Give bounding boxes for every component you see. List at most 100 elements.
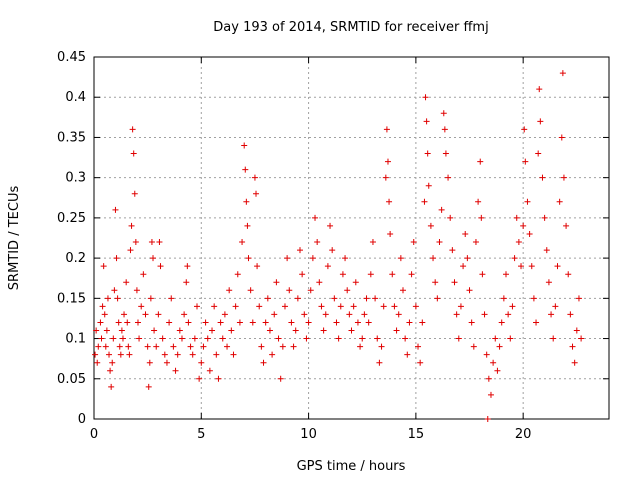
data-point (421, 198, 428, 205)
data-point (117, 351, 124, 358)
data-point (224, 343, 231, 350)
data-point (150, 255, 157, 262)
data-point (100, 263, 107, 270)
data-point (104, 295, 111, 302)
data-point (132, 239, 139, 246)
y-tick-label: 0.25 (57, 211, 86, 226)
data-point (365, 319, 372, 326)
data-point (209, 327, 216, 334)
plot-frame (93, 56, 610, 420)
data-point (172, 367, 179, 374)
data-point (545, 279, 552, 286)
data-point (329, 247, 336, 254)
data-point (305, 319, 312, 326)
data-point (543, 247, 550, 254)
data-point (232, 303, 239, 310)
data-point (378, 343, 385, 350)
data-point (541, 214, 548, 221)
data-point (339, 271, 346, 278)
data-point (481, 311, 488, 318)
data-point (299, 271, 306, 278)
data-point (331, 295, 338, 302)
data-point (511, 255, 518, 262)
data-point (247, 287, 254, 294)
data-point (187, 343, 194, 350)
data-point (92, 351, 99, 358)
data-point (273, 279, 280, 286)
data-point (369, 239, 376, 246)
data-point (262, 319, 269, 326)
data-point (477, 158, 484, 165)
data-point (374, 335, 381, 342)
data-point (297, 247, 303, 254)
y-tick-label: 0 (78, 412, 86, 427)
data-point (206, 367, 213, 374)
data-point (397, 255, 404, 262)
data-point (383, 126, 390, 133)
data-point (573, 327, 580, 334)
data-point (346, 311, 353, 318)
data-point (217, 319, 224, 326)
data-point (281, 303, 288, 310)
data-point (569, 343, 576, 350)
data-point (447, 214, 454, 221)
data-point (505, 311, 512, 318)
data-point (312, 214, 319, 221)
data-point (559, 70, 566, 77)
data-point (234, 271, 241, 278)
data-point (275, 335, 282, 342)
data-point (213, 351, 220, 358)
data-point (215, 375, 222, 382)
data-point (155, 311, 162, 318)
data-point (228, 327, 235, 334)
x-tick-label: 0 (90, 427, 98, 442)
y-tick-label: 0.4 (65, 90, 86, 105)
data-point (277, 375, 284, 382)
data-point (264, 295, 271, 302)
data-point (230, 351, 237, 358)
x-axis-label: GPS time / hours (297, 459, 406, 474)
data-point (408, 271, 415, 278)
data-point (114, 295, 121, 302)
data-point (367, 271, 374, 278)
data-point (109, 359, 116, 366)
data-point (243, 198, 250, 205)
data-point (354, 319, 361, 326)
data-point (415, 343, 422, 350)
data-point (146, 359, 153, 366)
data-point (462, 230, 469, 237)
data-point (404, 351, 411, 358)
grid (94, 57, 609, 419)
data-point (301, 311, 308, 318)
data-point (434, 295, 441, 302)
data-point (163, 359, 170, 366)
data-point (417, 359, 424, 366)
data-point (372, 295, 379, 302)
data-point (441, 126, 448, 133)
data-point (382, 174, 389, 181)
data-point (151, 327, 158, 334)
data-point (503, 271, 509, 278)
data-point (121, 311, 128, 318)
data-point (103, 327, 110, 334)
data-point (389, 271, 396, 278)
data-point (352, 279, 359, 286)
data-point (128, 222, 135, 229)
data-point (578, 335, 585, 342)
data-point (106, 351, 113, 358)
data-point (423, 118, 430, 125)
data-point (468, 319, 475, 326)
data-point (530, 295, 537, 302)
data-points (92, 70, 585, 422)
data-point (350, 303, 357, 310)
data-point (535, 150, 542, 157)
data-point (254, 263, 261, 270)
data-point (442, 150, 449, 157)
data-point (271, 311, 278, 318)
data-point (115, 319, 122, 326)
data-point (256, 303, 263, 310)
data-point (142, 311, 149, 318)
data-point (253, 190, 260, 197)
data-point (284, 255, 291, 262)
axis-ticks (93, 56, 609, 420)
